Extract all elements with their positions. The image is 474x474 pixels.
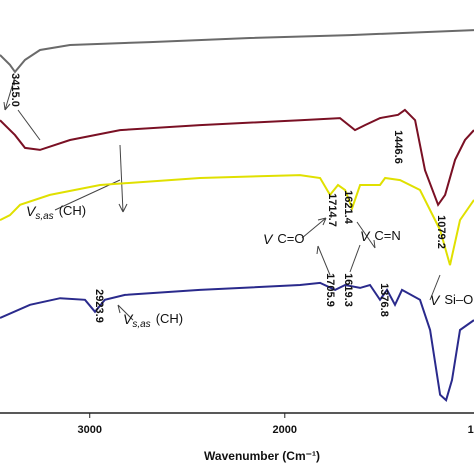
peak-label: 1619.3 (342, 273, 354, 307)
x-tick-label: 1000 (468, 424, 474, 436)
vibration-group: C=N (374, 228, 400, 243)
arrow (316, 245, 331, 276)
vibration-label: Vs,as (CH) (123, 311, 183, 330)
vibration-group: (CH) (156, 311, 183, 326)
spectrum-line (0, 174, 474, 266)
vibration-subscript: s,as (35, 211, 53, 222)
x-tick-label: 2000 (273, 424, 297, 436)
arrow (118, 144, 128, 213)
peak-label: 3415.0 (9, 73, 21, 107)
arrow (3, 79, 15, 111)
x-axis-label: Wavenumber (Cm⁻¹) (204, 449, 320, 463)
vibration-symbol: V (360, 228, 371, 244)
peak-label: 1621.4 (342, 190, 354, 225)
spectrum-line (0, 29, 474, 74)
vibration-group: Si–O (444, 292, 473, 307)
peak-label: 1714.7 (326, 193, 338, 227)
vibration-label: Vs,as (CH) (26, 203, 86, 222)
peak-label: 1446.6 (392, 130, 404, 164)
arrow (17, 109, 41, 141)
spectrum-line (0, 281, 474, 403)
vibration-label: V C=O (263, 231, 304, 247)
vibration-symbol: V (263, 231, 274, 247)
arrows (3, 79, 441, 321)
peak-label: 1079.2 (435, 215, 447, 249)
arrow (356, 221, 376, 249)
arrow (301, 217, 327, 239)
arrow (429, 274, 441, 301)
vibration-symbol: V (26, 203, 37, 219)
arrow (349, 244, 361, 273)
peak-label: 1376.8 (378, 283, 390, 317)
peak-label: 1705.9 (324, 273, 336, 307)
vibration-symbol: V (430, 292, 441, 308)
vibration-label: V C=N (360, 228, 401, 244)
vibration-label: V Si–O (430, 292, 473, 308)
vibration-group: C=O (277, 231, 304, 246)
vibration-subscript: s,as (132, 319, 150, 330)
x-tick-label: 3000 (77, 424, 101, 436)
spectrum-line (0, 108, 474, 207)
vibration-symbol: V (123, 311, 134, 327)
peak-label: 2923.9 (93, 289, 105, 323)
vibration-group: (CH) (59, 203, 86, 218)
arrow (117, 304, 134, 321)
